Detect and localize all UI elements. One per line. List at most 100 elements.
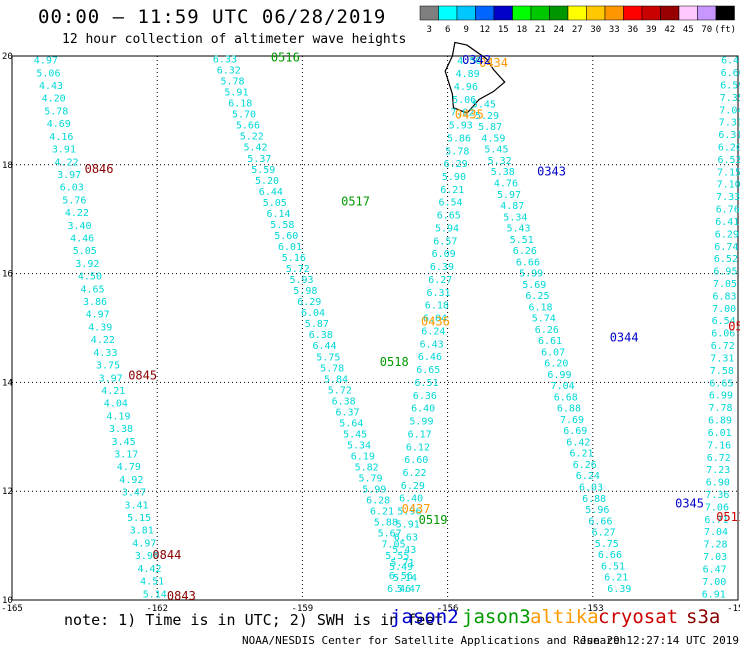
wave-height-value: 5.84 (324, 374, 348, 385)
wave-height-value: 6.40 (399, 494, 423, 505)
wave-height-value: 5.88 (374, 518, 398, 529)
wave-height-value: 6.20 (718, 143, 740, 154)
pass-time-label: 0517 (341, 195, 370, 209)
wave-height-value: 5.14 (393, 573, 417, 584)
pass-time-label: 0845 (128, 369, 157, 383)
wave-height-value: 4.46 (70, 234, 94, 245)
pass-time-label: 0435 (455, 108, 484, 122)
wave-height-value: 6.88 (582, 494, 606, 505)
wave-height-value: 5.86 (447, 133, 471, 144)
wave-height-value: 6.06 (711, 329, 735, 340)
wave-height-value: 5.99 (362, 485, 386, 496)
generation-timestamp: Jun 29 12:27:14 UTC 2019 (580, 634, 739, 647)
lon-tick-label: -150 (727, 604, 740, 614)
wave-height-value: 6.24 (421, 326, 445, 337)
wave-height-value: 3.81 (130, 526, 154, 537)
wave-height-value: 6.60 (404, 455, 428, 466)
wave-height-value: 3.97 (99, 373, 123, 384)
wave-height-value: 5.75 (316, 352, 340, 363)
wave-height-value: 4.21 (101, 386, 125, 397)
wave-height-value: 5.43 (507, 224, 531, 235)
wave-height-value: 7.10 (717, 180, 740, 191)
wave-height-value: 5.45 (343, 430, 367, 441)
wave-height-value: 3.41 (125, 500, 149, 511)
wave-height-value: 3.97 (57, 170, 81, 181)
pass-time-label: 0343 (537, 165, 566, 179)
wave-height-value: 6.38 (332, 396, 356, 407)
wave-height-value: 7.28 (704, 540, 728, 551)
pass-time-label: 0519 (419, 513, 448, 527)
lon-tick-label: -165 (1, 604, 23, 614)
wave-height-value: 5.69 (522, 280, 546, 291)
lon-tick-label: -159 (292, 604, 314, 614)
wave-height-value: 7.05 (713, 279, 737, 290)
wave-height-value: 6.95 (713, 267, 737, 278)
wave-height-value: 5.78 (445, 146, 469, 157)
wave-height-value: 5.51 (510, 235, 534, 246)
wave-height-value: 6.47 (703, 565, 727, 576)
wave-height-value: 3.45 (112, 437, 136, 448)
wave-height-value: 3.86 (83, 297, 107, 308)
wave-height-value: 4.97 (34, 56, 58, 67)
wave-height-value: 6.18 (228, 99, 252, 110)
wave-height-value: 6.99 (547, 370, 571, 381)
pass-time-label: 0846 (85, 162, 114, 176)
wave-height-value: 4.39 (88, 322, 112, 333)
wave-height-value: 6.90 (706, 478, 730, 489)
colorbar-label: 39 (646, 25, 657, 35)
wave-height-value: 7.78 (709, 403, 733, 414)
wave-height-value: 5.74 (532, 314, 556, 325)
wave-height-value: 6.51 (601, 561, 625, 572)
wave-height-value: 6.41 (715, 217, 739, 228)
wave-height-value: 6.21 (604, 573, 628, 584)
wave-height-value: 5.78 (221, 77, 245, 88)
legend-jason2: jason2 (390, 606, 459, 628)
wave-height-value: 5.20 (255, 176, 279, 187)
colorbar-label: 9 (464, 25, 469, 35)
wave-height-value: 6.25 (525, 291, 549, 302)
wave-height-value: 7.06 (705, 502, 729, 513)
lon-tick-label: -153 (582, 604, 604, 614)
wave-height-value: 6.74 (714, 242, 738, 253)
wave-height-value: 5.43 (392, 545, 416, 556)
wave-height-value: 3.99 (135, 551, 159, 562)
wave-height-value: 5.96 (397, 507, 421, 518)
wave-height-value: 6.18 (529, 302, 553, 313)
colorbar-label: 3 (427, 25, 432, 35)
wave-height-value: 6.36 (413, 391, 437, 402)
wave-height-value: 6.04 (423, 314, 447, 325)
wave-height-value: 4.97 (86, 310, 110, 321)
wave-height-value: 6.60 (721, 68, 740, 79)
wave-height-value: 6.66 (598, 550, 622, 561)
wave-height-value: 5.34 (347, 441, 371, 452)
wave-height-value: 5.82 (355, 463, 379, 474)
wave-height-value: 7.15 (717, 167, 740, 178)
wave-height-value: 4.19 (106, 411, 130, 422)
wave-height-value: 6.46 (721, 56, 740, 67)
wave-height-value: 4.92 (119, 475, 143, 486)
wave-height-value: 6.32 (217, 66, 241, 77)
wave-height-value: 5.76 (62, 195, 86, 206)
wave-height-value: 4.43 (39, 81, 63, 92)
wave-height-value: 6.18 (425, 301, 449, 312)
wave-height-value: 6.29 (297, 297, 321, 308)
lon-tick-label: -162 (146, 604, 168, 614)
wave-height-value: 3.91 (52, 145, 76, 156)
wave-height-value: 5.91 (224, 88, 248, 99)
colorbar-label: 36 (627, 25, 638, 35)
wave-height-value: 4.42 (138, 564, 162, 575)
wave-height-value: 6.66 (516, 257, 540, 268)
lat-tick-label: 16 (2, 270, 13, 280)
pass-time-label: 0344 (610, 331, 639, 345)
pass-time-label: 0434 (479, 56, 508, 70)
wave-height-value: 6.89 (708, 416, 732, 427)
wave-height-value: 4.20 (42, 94, 66, 105)
wave-height-value: 5.94 (435, 224, 459, 235)
wave-height-value: 5.55 (385, 551, 409, 562)
wave-height-value: 5.87 (305, 319, 329, 330)
wave-height-value: 5.64 (339, 418, 363, 429)
wave-height-value: 6.17 (408, 429, 432, 440)
colorbar-swatch (715, 5, 735, 21)
wave-height-value: 4.22 (65, 208, 89, 219)
